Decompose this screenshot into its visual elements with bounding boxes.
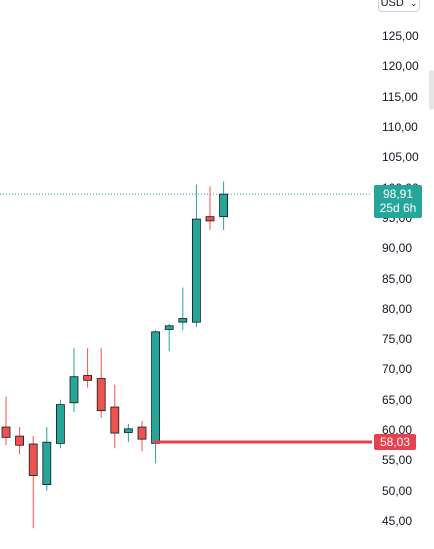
price-tick-label: 85,00 bbox=[382, 271, 413, 286]
candle-body bbox=[42, 441, 52, 486]
candle-body bbox=[69, 376, 79, 404]
candle-body bbox=[164, 325, 174, 330]
horizontal-level-label: 58,03 bbox=[374, 434, 416, 450]
price-tick-label: 75,00 bbox=[382, 332, 413, 347]
candle-body bbox=[178, 318, 188, 323]
chart-canvas[interactable] bbox=[0, 0, 372, 549]
candle-body bbox=[28, 443, 38, 476]
price-tick-label: 70,00 bbox=[382, 362, 413, 377]
last-price-badge: 98,91 25d 6h bbox=[374, 185, 422, 218]
price-tick-label: 105,00 bbox=[382, 150, 419, 165]
price-tick-label: 60,00 bbox=[382, 423, 413, 438]
price-tick-label: 45,00 bbox=[382, 514, 413, 528]
candle-body bbox=[96, 378, 106, 412]
candle-body bbox=[205, 216, 215, 222]
price-tick-label: 115,00 bbox=[382, 89, 418, 104]
bar-countdown: 25d 6h bbox=[379, 201, 417, 215]
candle-body bbox=[151, 331, 161, 444]
candle-body bbox=[1, 426, 11, 438]
candle-body bbox=[124, 428, 133, 433]
axis-scroll-handle[interactable] bbox=[429, 70, 434, 110]
chevron-down-icon: ⌄ bbox=[409, 0, 418, 8]
price-tick-label: 50,00 bbox=[382, 483, 413, 498]
currency-label: USD bbox=[380, 0, 404, 9]
last-price-value: 98,91 bbox=[382, 187, 414, 201]
currency-selector[interactable]: USD ⌄ bbox=[378, 0, 420, 12]
candle-body bbox=[137, 426, 147, 440]
candle-body bbox=[83, 375, 92, 381]
price-tick-label: 110,00 bbox=[382, 119, 418, 134]
candle-body bbox=[110, 406, 120, 434]
candle-body bbox=[56, 404, 65, 444]
price-tick-label: 65,00 bbox=[382, 392, 413, 407]
price-tick-label: 120,00 bbox=[382, 59, 419, 74]
candle-body bbox=[15, 435, 25, 446]
candle-body bbox=[219, 193, 229, 218]
candle-body bbox=[191, 218, 201, 323]
price-tick-label: 125,00 bbox=[382, 29, 419, 43]
price-tick-label: 55,00 bbox=[382, 453, 413, 468]
price-axis[interactable]: 125,00120,00115,00110,00105,00100,0095,0… bbox=[372, 0, 434, 549]
price-tick-label: 90,00 bbox=[382, 241, 413, 256]
price-tick-label: 80,00 bbox=[382, 301, 413, 316]
